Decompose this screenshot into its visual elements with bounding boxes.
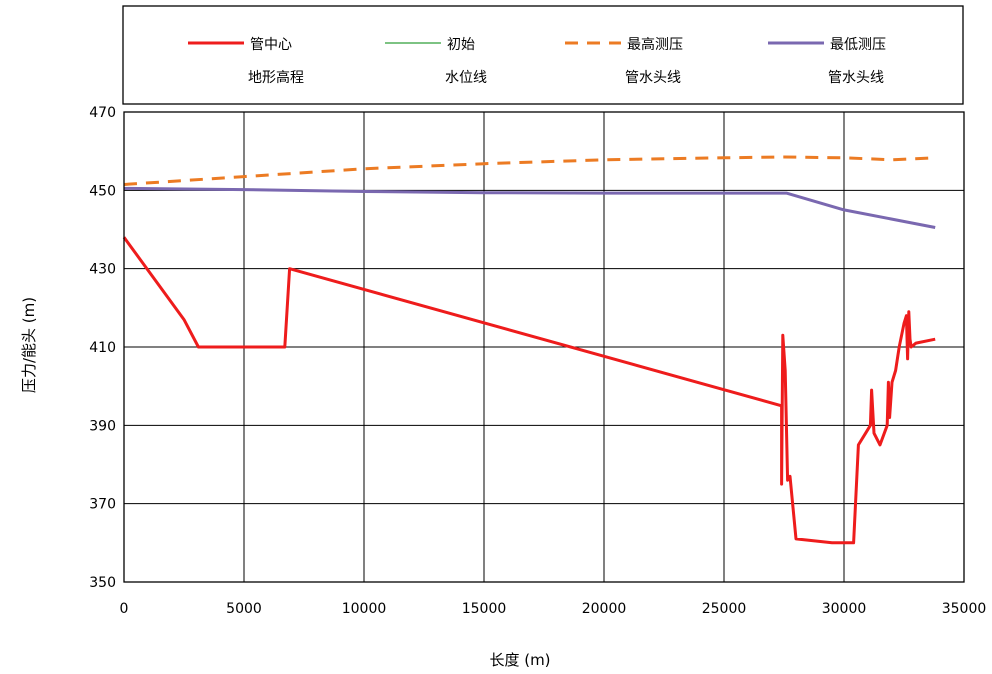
x-axis-title: 长度 (m): [489, 651, 550, 669]
x-tick-label: 10000: [342, 601, 387, 617]
y-tick-label: 470: [89, 105, 116, 121]
y-tick-label: 430: [89, 262, 116, 278]
series-line-0: [122, 236, 936, 545]
series-line-2: [123, 155, 936, 186]
legend-label-1-0: 初始: [447, 36, 475, 53]
legend-label-2-1: 管水头线: [625, 70, 681, 86]
plot-frame: [123, 111, 965, 583]
x-tick-label: 30000: [822, 601, 867, 617]
y-axis-title: 压力/能头 (m): [20, 297, 38, 393]
legend-label-1-1: 水位线: [445, 70, 487, 86]
x-tick-labels: 0 5000 10000 15000 20000 25000 30000 35000: [120, 601, 987, 617]
y-tick-labels: 350 370 390 410 430 450 470: [89, 105, 116, 591]
x-tick-label: 0: [120, 601, 129, 617]
y-tick-label: 350: [89, 575, 116, 591]
series: [122, 155, 936, 545]
y-tick-label: 390: [89, 418, 116, 434]
legend-label-3-0: 最低测压: [830, 37, 886, 53]
x-tick-label: 35000: [942, 601, 987, 617]
y-tick-label: 370: [89, 497, 116, 513]
legend-label-0-1: 地形高程: [248, 69, 304, 86]
x-tick-label: 25000: [702, 601, 747, 617]
x-tick-label: 15000: [462, 601, 507, 617]
legend-label-0-0: 管中心: [250, 37, 292, 53]
legend-box: [122, 5, 964, 105]
series-line-3: [123, 186, 936, 229]
x-tick-label: 20000: [582, 601, 627, 617]
y-tick-label: 410: [89, 340, 116, 356]
x-tick-label: 5000: [226, 601, 262, 617]
legend-label-2-0: 最高测压: [627, 36, 683, 53]
y-tick-label: 450: [89, 183, 116, 199]
legend-label-3-1: 管水头线: [828, 70, 884, 86]
